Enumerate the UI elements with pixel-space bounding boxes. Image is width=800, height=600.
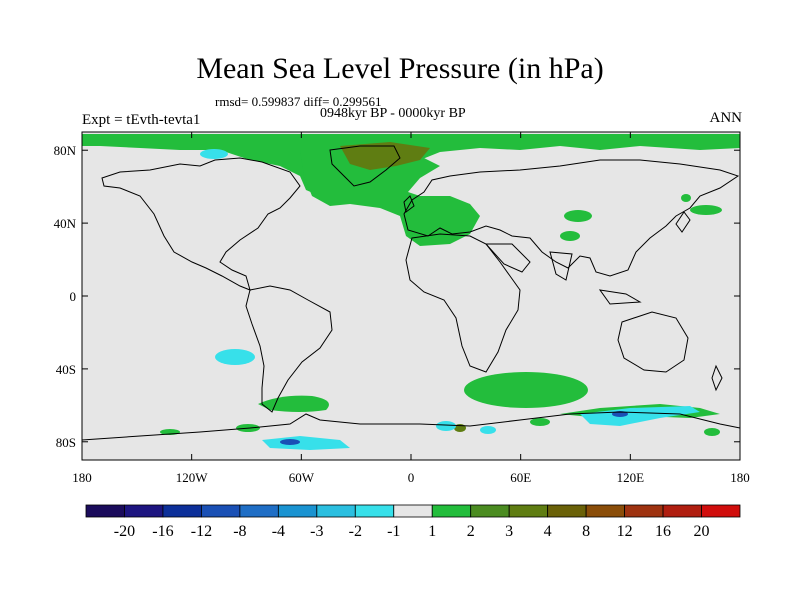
colorbar-swatch	[662, 504, 702, 518]
lat-label: 40S	[56, 362, 76, 377]
period-label: 0948kyr BP - 0000kyr BP	[320, 106, 466, 121]
antarctic-patch-1	[530, 418, 550, 426]
colorbar-label: -3	[310, 523, 323, 540]
colorbar-labels: -20 -16 -12 -8 -4 -3 -2 -1 1 2 3 4 8 12 16 20	[114, 523, 710, 540]
season-label: ANN	[709, 110, 743, 126]
colorbar-swatch	[624, 504, 664, 518]
eurasia-coast	[403, 159, 740, 277]
lon-label: 60E	[510, 470, 531, 485]
colorbar-swatch	[393, 504, 433, 518]
colorbar-label: 1	[428, 523, 436, 540]
axis-ticks	[81, 132, 741, 460]
colorbar-label: -8	[233, 523, 246, 540]
colorbar-label: 16	[655, 523, 671, 540]
lat-label: 40N	[54, 216, 77, 231]
siberia-patch	[681, 194, 691, 202]
colorbar-label: 4	[544, 523, 552, 540]
india-coast	[549, 251, 573, 281]
colorbar-label: 8	[582, 523, 590, 540]
arabia-coast	[484, 243, 531, 273]
lat-label: 80N	[54, 143, 77, 158]
ross-strong	[280, 439, 300, 445]
rmsd-diff-stats: rmsd= 0.599837 diff= 0.299561	[215, 94, 382, 109]
lon-label: 60W	[289, 470, 315, 485]
drake-anomaly	[258, 395, 329, 412]
weddell-anomaly-2	[480, 426, 496, 434]
australia-coast	[617, 311, 689, 373]
lon-label: 180	[72, 470, 92, 485]
colorbar-swatch	[508, 504, 549, 518]
lat-label: 80S	[56, 435, 76, 450]
indonesia-coast	[598, 289, 642, 305]
south-pacific-anomaly	[215, 349, 255, 365]
north-atlantic-anomaly	[300, 150, 480, 246]
colorbar-swatch	[354, 504, 395, 518]
east-asia-patch	[560, 231, 580, 241]
colorbar-swatch	[547, 504, 587, 518]
lon-label: 180	[730, 470, 750, 485]
colorbar-label: 2	[467, 523, 475, 540]
greenland-coast	[329, 145, 401, 187]
colorbar-swatch	[470, 504, 510, 518]
colorbar-swatch	[201, 504, 241, 518]
antarctic-patch-2	[704, 428, 720, 436]
weddell-anomaly	[436, 421, 456, 431]
colorbar-label: -12	[191, 523, 212, 540]
ross-sea-anomaly	[262, 436, 350, 450]
south-america-coast	[245, 285, 333, 413]
colorbar-swatch	[316, 504, 356, 518]
negative-anomaly-regions	[200, 149, 700, 450]
lat-label: 0	[70, 289, 77, 304]
colorbar-label: 12	[617, 523, 633, 540]
africa-coast	[405, 233, 521, 373]
arctic-anomaly	[82, 134, 740, 196]
colorbar-label: 20	[694, 523, 710, 540]
japan-coast	[675, 211, 691, 233]
north-america-coast	[101, 157, 301, 291]
coastlines	[81, 145, 741, 441]
colorbar-label: 3	[505, 523, 513, 540]
colorbar-label: -2	[349, 523, 362, 540]
colorbar-label: -20	[114, 523, 135, 540]
greenland-anomaly	[340, 142, 430, 170]
colorbar-swatch	[162, 504, 202, 518]
arctic-cyan-patch	[200, 149, 228, 159]
colorbar	[85, 504, 741, 518]
colorbar-swatch	[431, 504, 472, 518]
experiment-label: Expt = tEvth-tevta1	[82, 112, 201, 128]
lon-label: 120W	[176, 470, 209, 485]
colorbar-label: -1	[387, 523, 400, 540]
colorbar-swatch	[239, 504, 279, 518]
new-zealand-coast	[711, 364, 723, 392]
antarctica-coast	[81, 411, 741, 441]
colorbar-swatch	[124, 504, 164, 518]
axis-labels: 80N 40N 0 40S 80S 180 120W 60W 0 60E 120E 180	[54, 143, 750, 485]
east-antarctic-anomaly	[580, 406, 700, 426]
colorbar-swatch	[85, 504, 125, 518]
lon-label: 0	[408, 470, 415, 485]
map-panel: 80N 40N 0 40S 80S 180 120W 60W 0 60E 120E 180	[54, 131, 750, 485]
colorbar-swatch	[277, 504, 318, 518]
lon-label: 120E	[617, 470, 645, 485]
uk-coast	[403, 195, 415, 213]
southern-ocean-anomaly	[464, 372, 588, 408]
colorbar-label: -4	[272, 523, 285, 540]
central-asia-patch	[564, 210, 592, 222]
colorbar-label: -16	[152, 523, 173, 540]
map-title: Mean Sea Level Pressure (in hPa)	[196, 52, 604, 85]
colorbar-swatch	[701, 504, 741, 518]
colorbar-swatch	[585, 504, 625, 518]
pacific-patch	[690, 205, 722, 215]
